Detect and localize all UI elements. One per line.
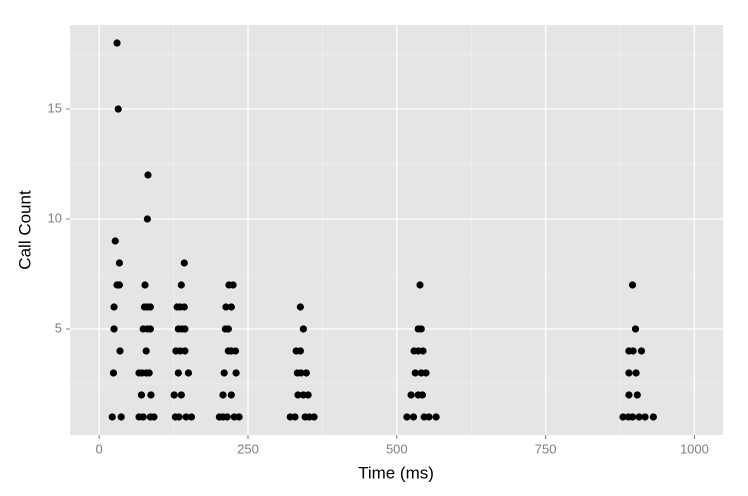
point xyxy=(231,347,240,355)
point xyxy=(641,413,649,421)
point xyxy=(181,347,189,355)
point xyxy=(229,281,237,289)
point xyxy=(619,413,627,421)
point xyxy=(224,325,232,333)
point xyxy=(407,391,415,399)
point xyxy=(411,369,419,377)
point xyxy=(144,171,152,179)
point xyxy=(628,413,637,421)
point xyxy=(182,413,190,421)
point xyxy=(113,39,121,47)
y-tick-label: 10 xyxy=(48,210,62,225)
point xyxy=(302,369,310,377)
point xyxy=(628,281,637,289)
point xyxy=(417,325,425,333)
point xyxy=(117,413,125,421)
point xyxy=(416,281,424,289)
point xyxy=(419,347,427,355)
point xyxy=(631,325,640,333)
point xyxy=(181,325,189,333)
point xyxy=(115,259,124,267)
point xyxy=(625,369,633,377)
point xyxy=(110,303,118,311)
point xyxy=(425,413,433,421)
point xyxy=(139,413,147,421)
point xyxy=(147,391,155,399)
point xyxy=(310,413,318,421)
point xyxy=(220,369,228,377)
point xyxy=(146,303,154,311)
y-tick-label: 5 xyxy=(55,320,62,335)
point xyxy=(629,347,637,355)
point xyxy=(110,325,118,333)
point xyxy=(299,325,307,333)
point xyxy=(637,347,646,355)
point xyxy=(227,303,235,311)
point xyxy=(649,413,657,421)
point xyxy=(114,105,122,113)
point xyxy=(409,413,418,421)
point xyxy=(291,413,299,421)
point xyxy=(294,391,302,399)
point xyxy=(146,325,154,333)
point xyxy=(422,369,430,377)
point xyxy=(227,391,235,399)
y-tick-label: 15 xyxy=(48,100,62,115)
point xyxy=(635,413,643,421)
point xyxy=(175,413,183,421)
point xyxy=(180,259,188,267)
point xyxy=(187,413,196,421)
point xyxy=(109,369,118,377)
point xyxy=(174,369,182,377)
point xyxy=(418,391,426,399)
point xyxy=(111,237,119,245)
point xyxy=(177,281,185,289)
point xyxy=(150,413,158,421)
point xyxy=(170,391,178,399)
point xyxy=(235,413,243,421)
point xyxy=(403,413,411,421)
point xyxy=(296,347,304,355)
point xyxy=(232,369,240,377)
point xyxy=(223,413,231,421)
point xyxy=(632,369,640,377)
point xyxy=(222,303,230,311)
point xyxy=(115,281,124,289)
point xyxy=(145,369,153,377)
x-tick-label: 750 xyxy=(535,441,557,456)
point xyxy=(108,413,116,421)
point xyxy=(219,391,227,399)
x-tick-label: 0 xyxy=(96,441,103,456)
x-tick-label: 250 xyxy=(237,441,259,456)
point xyxy=(633,391,641,399)
point xyxy=(180,303,188,311)
point xyxy=(625,391,633,399)
point xyxy=(116,347,124,355)
x-tick-label: 1000 xyxy=(680,441,709,456)
point xyxy=(297,369,305,377)
point xyxy=(296,303,304,311)
point xyxy=(137,391,146,399)
x-tick-label: 500 xyxy=(386,441,408,456)
point xyxy=(184,369,193,377)
point xyxy=(177,391,185,399)
x-axis-title: Time (ms) xyxy=(358,463,434,482)
point xyxy=(142,347,150,355)
y-axis-title: Call Count xyxy=(15,190,34,270)
point xyxy=(141,281,149,289)
point xyxy=(432,413,440,421)
point xyxy=(143,215,151,223)
point xyxy=(304,391,312,399)
